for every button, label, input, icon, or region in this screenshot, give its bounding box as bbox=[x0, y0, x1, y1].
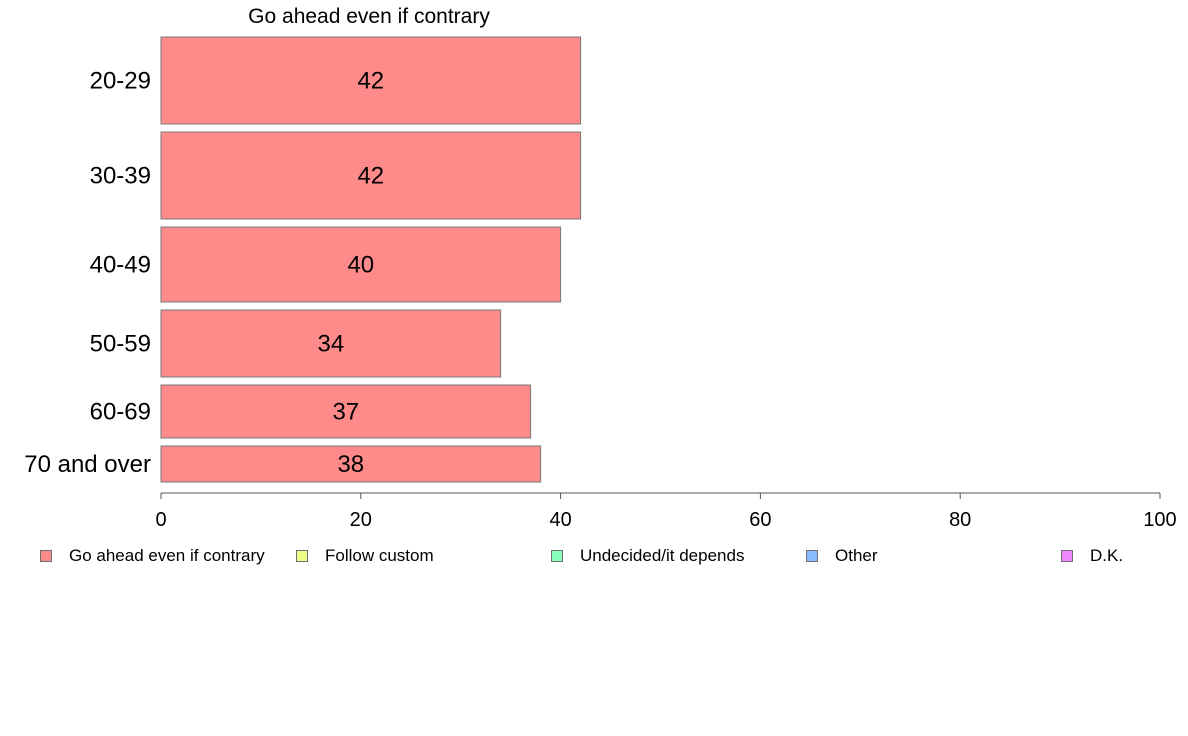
bar-40-49 bbox=[160, 226, 562, 303]
x-tick-label: 20 bbox=[350, 509, 372, 531]
category-label: 60-69 bbox=[90, 399, 151, 426]
legend-swatch bbox=[1061, 550, 1073, 562]
bar-50-59 bbox=[160, 309, 502, 378]
x-axis: 0 20 40 60 80 100 bbox=[155, 492, 1177, 531]
legend-label: Follow custom bbox=[325, 546, 434, 565]
x-tick-label: 80 bbox=[949, 509, 971, 531]
legend-item-other: Other bbox=[806, 546, 878, 566]
bar-value-label: 37 bbox=[332, 399, 359, 426]
bar-30-39 bbox=[160, 131, 582, 220]
x-tick-label: 60 bbox=[749, 509, 771, 531]
legend-label: D.K. bbox=[1090, 546, 1124, 565]
legend-item-dk: D.K. bbox=[1061, 546, 1123, 566]
x-tick-label: 0 bbox=[155, 509, 166, 531]
x-tick-label: 100 bbox=[1143, 509, 1176, 531]
legend-item-go-ahead: Go ahead even if contrary bbox=[40, 546, 265, 566]
legend-swatch bbox=[806, 550, 818, 562]
bar-70-and-over bbox=[160, 445, 542, 483]
legend-swatch bbox=[551, 550, 563, 562]
category-label: 20-29 bbox=[90, 68, 151, 95]
legend-label: Undecided/it depends bbox=[580, 546, 745, 565]
bar-60-69 bbox=[160, 384, 532, 439]
bar-value-label: 34 bbox=[317, 331, 344, 358]
category-label: 70 and over bbox=[24, 451, 151, 478]
bar-20-29 bbox=[160, 36, 582, 125]
bar-value-label: 38 bbox=[337, 451, 364, 478]
bar-value-label: 40 bbox=[347, 252, 374, 279]
category-label: 50-59 bbox=[90, 331, 151, 358]
legend-label: Other bbox=[835, 546, 878, 565]
legend-swatch bbox=[40, 550, 52, 562]
legend-item-follow-custom: Follow custom bbox=[296, 546, 434, 566]
legend-swatch bbox=[296, 550, 308, 562]
x-tick-label: 40 bbox=[549, 509, 571, 531]
bar-value-label: 42 bbox=[357, 163, 384, 190]
chart-title: Go ahead even if contrary bbox=[248, 5, 490, 28]
category-label: 30-39 bbox=[90, 163, 151, 190]
category-label: 40-49 bbox=[90, 252, 151, 279]
legend-item-undecided: Undecided/it depends bbox=[551, 546, 744, 566]
legend-label: Go ahead even if contrary bbox=[69, 546, 265, 565]
bar-value-label: 42 bbox=[357, 68, 384, 95]
